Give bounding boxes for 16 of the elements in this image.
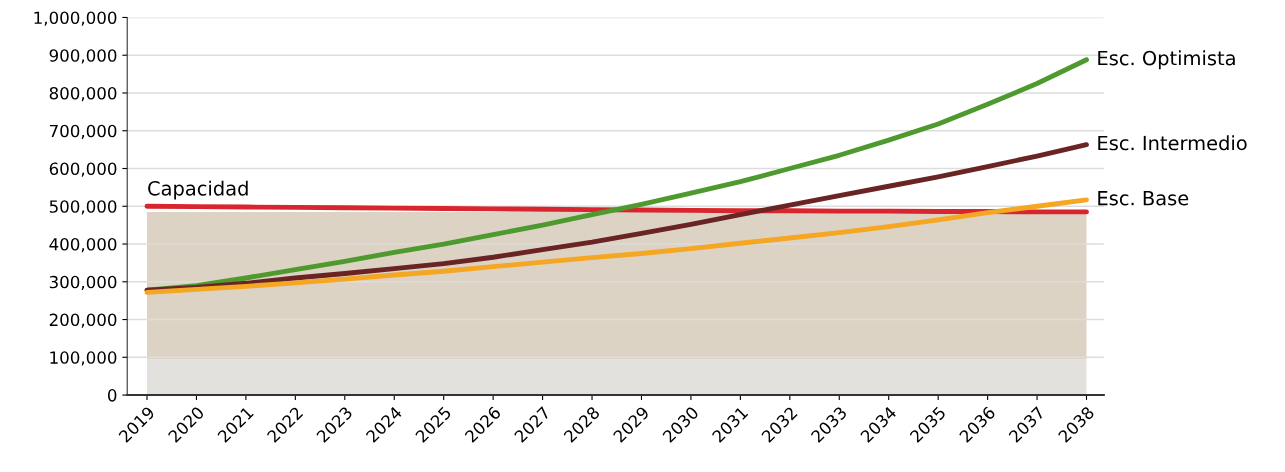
y-tick-label: 600,000 (49, 162, 117, 177)
y-tick-label: 300,000 (49, 275, 117, 291)
series-label: Esc. Intermedio (1098, 135, 1247, 151)
series-label: Esc. Optimista (1098, 50, 1235, 70)
y-tick-label: 700,000 (49, 124, 117, 140)
series-label: Esc. Base (1098, 191, 1189, 206)
y-tick-label: 0 (107, 389, 117, 402)
line-series (144, 142, 1089, 293)
y-tick-label: 400,000 (49, 237, 117, 253)
y-tick-label: 200,000 (49, 313, 117, 328)
series-label: Capacidad (148, 180, 248, 200)
y-tick-label: 900,000 (49, 49, 117, 64)
y-tick-label: 800,000 (49, 86, 117, 102)
y-tick-label: 100,000 (50, 351, 117, 366)
y-tick-label: 500,000 (49, 200, 117, 215)
y-tick-label: 1,000,000 (34, 11, 117, 26)
